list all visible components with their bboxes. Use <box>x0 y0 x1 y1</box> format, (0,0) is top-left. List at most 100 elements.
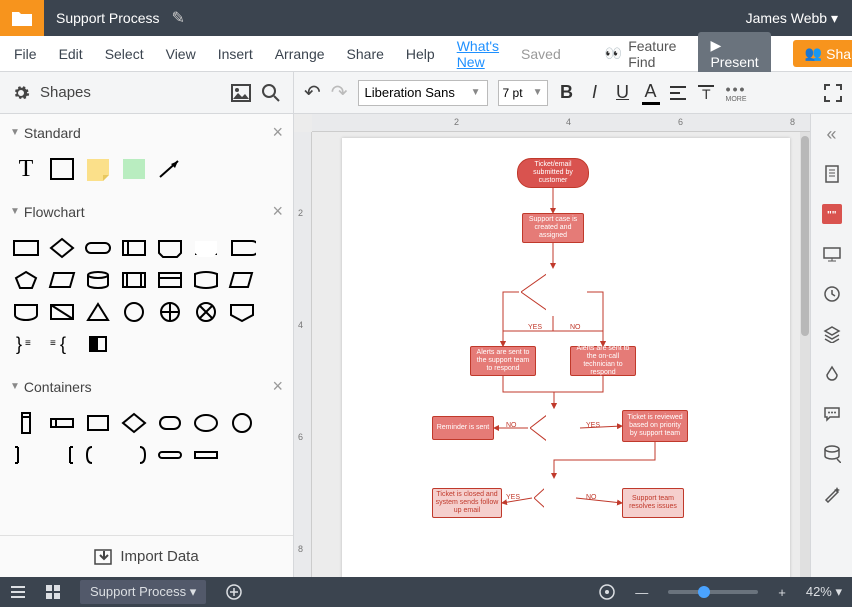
flow-node[interactable]: During standard business hours? <box>519 268 587 316</box>
shape-container[interactable] <box>12 443 40 467</box>
shape-container[interactable] <box>12 411 40 435</box>
text-color-button[interactable]: A <box>642 81 660 105</box>
view-grid-icon[interactable] <box>36 577 70 607</box>
comment-icon[interactable]: "" <box>822 204 842 224</box>
shape-flowchart[interactable] <box>156 236 184 260</box>
section-flowchart[interactable]: ▼Flowchart × <box>0 193 293 230</box>
vertical-align-button[interactable]: T <box>698 85 716 101</box>
shape-flowchart[interactable] <box>120 268 148 292</box>
underline-button[interactable]: U <box>614 82 632 103</box>
gear-icon[interactable] <box>12 84 30 102</box>
menu-edit[interactable]: Edit <box>59 46 83 62</box>
shape-container[interactable] <box>48 443 76 467</box>
shape-flowchart[interactable] <box>12 236 40 260</box>
shape-flowchart[interactable] <box>120 236 148 260</box>
shape-flowchart[interactable] <box>228 300 256 324</box>
shape-container[interactable] <box>120 411 148 435</box>
shape-flowchart[interactable]: ≡{ <box>48 332 76 356</box>
presentation-icon[interactable] <box>822 244 842 264</box>
shape-arrow[interactable] <box>156 157 184 181</box>
menu-arrange[interactable]: Arrange <box>275 46 325 62</box>
zoom-out-button[interactable]: — <box>625 577 658 607</box>
shape-note-green[interactable] <box>120 157 148 181</box>
shape-flowchart[interactable] <box>84 268 112 292</box>
menu-whats-new[interactable]: What's New <box>457 38 499 70</box>
menu-help[interactable]: Help <box>406 46 435 62</box>
chat-icon[interactable] <box>822 404 842 424</box>
shape-flowchart[interactable] <box>48 236 76 260</box>
shape-flowchart[interactable] <box>156 300 184 324</box>
shape-text[interactable]: T <box>12 157 40 181</box>
font-size-select[interactable]: 7 pt▼ <box>498 80 548 106</box>
section-containers[interactable]: ▼Containers × <box>0 368 293 405</box>
collapse-rail-icon[interactable]: « <box>822 124 842 144</box>
close-icon[interactable]: × <box>272 122 283 143</box>
italic-button[interactable]: I <box>586 82 604 103</box>
font-select[interactable]: Liberation Sans▼ <box>358 80 488 106</box>
import-data-button[interactable]: Import Data <box>0 535 293 577</box>
history-icon[interactable] <box>822 284 842 304</box>
magic-icon[interactable] <box>822 484 842 504</box>
flow-node[interactable]: Ticket is closed and system sends follow… <box>432 488 502 518</box>
document-title[interactable]: Support Process <box>44 10 172 26</box>
redo-icon[interactable]: ↷ <box>331 80 348 105</box>
zoom-slider[interactable] <box>668 590 758 594</box>
shape-flowchart[interactable] <box>192 300 220 324</box>
folder-icon[interactable] <box>0 0 44 36</box>
page[interactable]: Ticket/email submitted by customer Suppor… <box>342 138 790 577</box>
shape-flowchart[interactable] <box>192 236 220 260</box>
shape-flowchart[interactable] <box>84 300 112 324</box>
flow-node[interactable]: Support team resolves issues <box>622 488 684 518</box>
layers-icon[interactable] <box>822 324 842 344</box>
scrollbar-vertical[interactable] <box>800 132 810 577</box>
shape-container[interactable] <box>84 411 112 435</box>
shape-container[interactable] <box>192 443 220 467</box>
shape-flowchart[interactable] <box>84 236 112 260</box>
shape-container[interactable] <box>84 443 112 467</box>
flow-node[interactable]: Ticket is reviewed based on priority by … <box>622 410 688 442</box>
menu-view[interactable]: View <box>166 46 196 62</box>
image-icon[interactable] <box>231 84 251 102</box>
shape-container[interactable] <box>120 443 148 467</box>
close-icon[interactable]: × <box>272 201 283 222</box>
zoom-fit-button[interactable] <box>589 577 625 607</box>
search-icon[interactable] <box>261 83 281 103</box>
feature-find[interactable]: 👀 Feature Find <box>605 38 677 70</box>
shape-flowchart[interactable] <box>192 268 220 292</box>
shape-flowchart[interactable] <box>12 268 40 292</box>
shape-flowchart[interactable] <box>120 300 148 324</box>
menu-file[interactable]: File <box>14 46 37 62</box>
zoom-in-button[interactable]: + <box>768 577 796 607</box>
shape-container[interactable] <box>156 411 184 435</box>
flow-node[interactable]: Reminder is sent <box>432 416 494 440</box>
zoom-level[interactable]: 42% ▾ <box>796 577 852 607</box>
undo-icon[interactable]: ↶ <box>304 80 321 105</box>
canvas[interactable]: 2468 2468 Ticket/email submitted by cust… <box>294 114 810 577</box>
menu-select[interactable]: Select <box>105 46 144 62</box>
rename-icon[interactable]: ✎ <box>172 8 185 28</box>
page-icon[interactable] <box>822 164 842 184</box>
shape-container[interactable] <box>156 443 184 467</box>
shape-flowchart[interactable] <box>84 332 112 356</box>
shape-flowchart[interactable] <box>48 268 76 292</box>
align-button[interactable] <box>670 86 688 100</box>
close-icon[interactable]: × <box>272 376 283 397</box>
shape-container[interactable] <box>228 411 256 435</box>
section-standard[interactable]: ▼Standard × <box>0 114 293 151</box>
shape-flowchart[interactable] <box>12 300 40 324</box>
shape-flowchart[interactable] <box>228 236 256 260</box>
menu-share[interactable]: Share <box>347 46 384 62</box>
add-page-button[interactable] <box>216 577 252 607</box>
shape-flowchart[interactable]: }≡ <box>12 332 40 356</box>
share-button[interactable]: 👥 Share <box>793 40 852 67</box>
data-icon[interactable] <box>822 444 842 464</box>
fullscreen-icon[interactable] <box>824 84 842 102</box>
shape-container[interactable] <box>48 411 76 435</box>
view-list-icon[interactable] <box>0 577 36 607</box>
paint-icon[interactable] <box>822 364 842 384</box>
shape-block[interactable] <box>48 157 76 181</box>
flow-node[interactable]: Ticket/email submitted by customer <box>517 158 589 188</box>
shape-flowchart[interactable] <box>228 268 256 292</box>
flow-node[interactable]: Alerts are sent to the on-call technicia… <box>570 346 636 376</box>
shape-note-yellow[interactable] <box>84 157 112 181</box>
